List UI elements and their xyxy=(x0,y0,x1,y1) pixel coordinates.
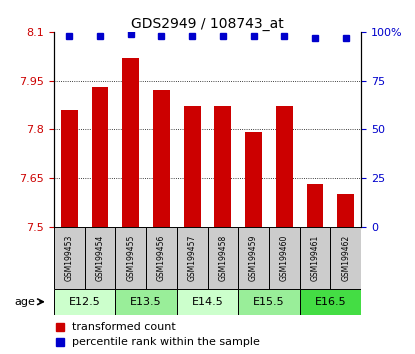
Text: GSM199462: GSM199462 xyxy=(341,234,350,281)
Bar xyxy=(330,227,361,289)
Text: GSM199459: GSM199459 xyxy=(249,234,258,281)
Text: percentile rank within the sample: percentile rank within the sample xyxy=(72,337,260,347)
Bar xyxy=(238,227,269,289)
Text: GSM199454: GSM199454 xyxy=(95,234,105,281)
Text: E13.5: E13.5 xyxy=(130,297,162,307)
Text: GSM199456: GSM199456 xyxy=(157,234,166,281)
Text: transformed count: transformed count xyxy=(72,322,176,332)
Text: E14.5: E14.5 xyxy=(192,297,223,307)
Bar xyxy=(276,107,293,227)
Bar xyxy=(177,227,208,289)
Bar xyxy=(115,227,146,289)
Text: E16.5: E16.5 xyxy=(315,297,346,307)
Bar xyxy=(238,289,300,315)
Bar xyxy=(153,90,170,227)
Text: GSM199458: GSM199458 xyxy=(218,234,227,281)
Bar xyxy=(85,227,115,289)
Text: E12.5: E12.5 xyxy=(69,297,100,307)
Bar xyxy=(54,289,115,315)
Bar xyxy=(215,107,231,227)
Bar xyxy=(122,58,139,227)
Bar xyxy=(177,289,238,315)
Bar xyxy=(54,227,85,289)
Text: E15.5: E15.5 xyxy=(253,297,285,307)
Bar xyxy=(92,87,108,227)
Bar xyxy=(307,184,323,227)
Title: GDS2949 / 108743_at: GDS2949 / 108743_at xyxy=(131,17,284,31)
Text: GSM199460: GSM199460 xyxy=(280,234,289,281)
Text: GSM199461: GSM199461 xyxy=(310,234,320,281)
Bar xyxy=(61,110,78,227)
Bar xyxy=(208,227,238,289)
Bar xyxy=(269,227,300,289)
Bar xyxy=(300,227,330,289)
Text: age: age xyxy=(15,297,36,307)
Bar xyxy=(245,132,262,227)
Text: GSM199457: GSM199457 xyxy=(188,234,197,281)
Bar xyxy=(300,289,361,315)
Bar xyxy=(337,194,354,227)
Text: GSM199455: GSM199455 xyxy=(126,234,135,281)
Bar xyxy=(146,227,177,289)
Text: GSM199453: GSM199453 xyxy=(65,234,74,281)
Bar xyxy=(184,107,200,227)
Bar xyxy=(115,289,177,315)
